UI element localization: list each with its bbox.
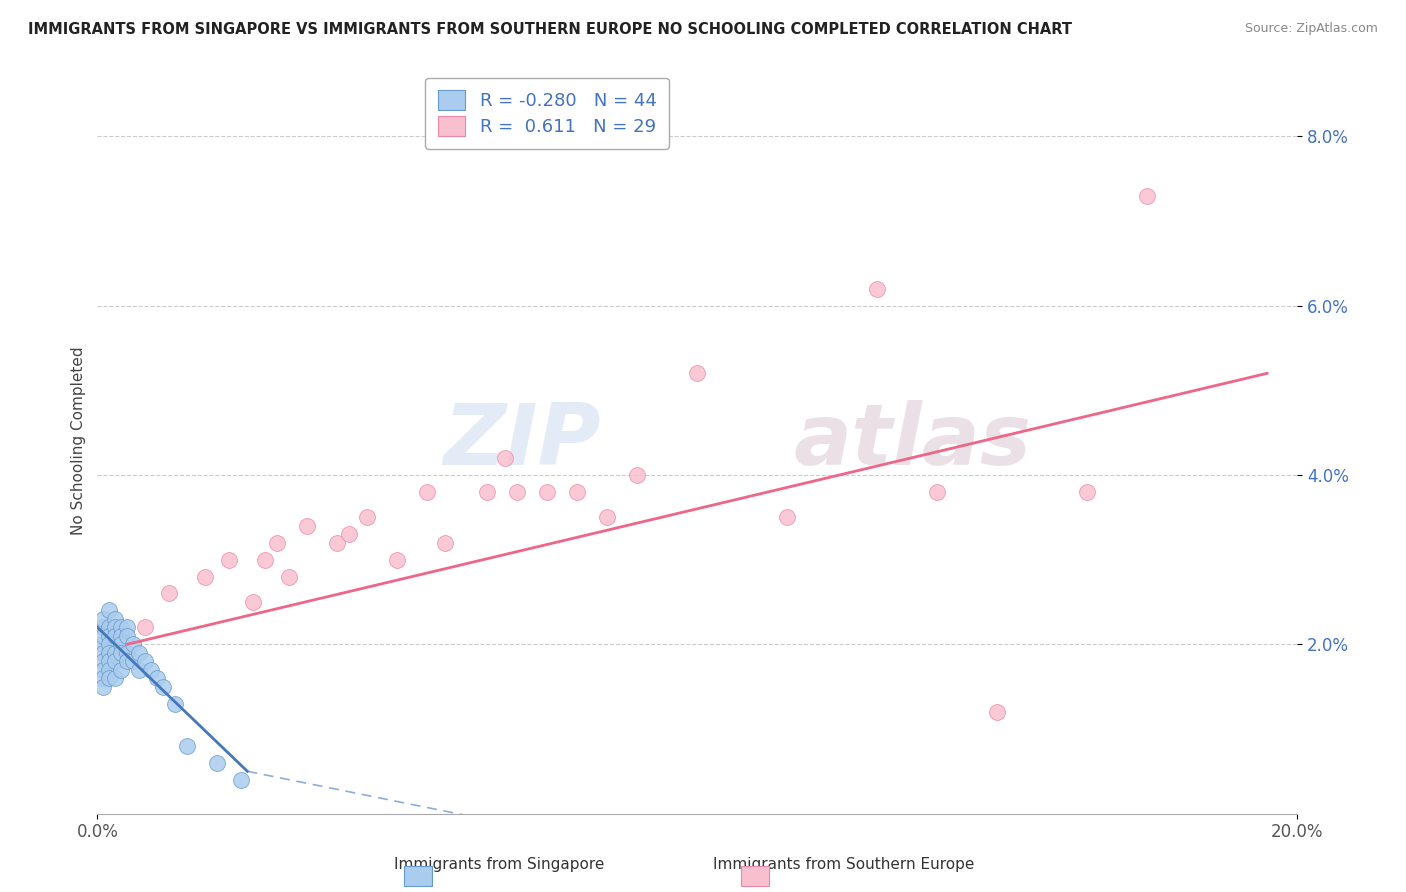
Point <box>134 654 156 668</box>
Text: ZIP: ZIP <box>444 400 602 483</box>
Point <box>93 671 115 685</box>
Point <box>866 282 889 296</box>
Point <box>128 663 150 677</box>
Point <box>93 646 115 660</box>
Point <box>117 654 139 668</box>
Point <box>207 756 229 770</box>
Text: atlas: atlas <box>793 400 1032 483</box>
Point <box>986 705 1008 719</box>
Point <box>141 663 163 677</box>
Point <box>93 654 115 668</box>
Point <box>326 535 349 549</box>
Point <box>122 654 145 668</box>
Point <box>686 367 709 381</box>
Point <box>110 663 132 677</box>
Y-axis label: No Schooling Completed: No Schooling Completed <box>72 347 86 535</box>
Point <box>104 629 127 643</box>
Text: IMMIGRANTS FROM SINGAPORE VS IMMIGRANTS FROM SOUTHERN EUROPE NO SCHOOLING COMPLE: IMMIGRANTS FROM SINGAPORE VS IMMIGRANTS … <box>28 22 1073 37</box>
Point <box>297 518 319 533</box>
Point <box>416 484 439 499</box>
Point <box>122 637 145 651</box>
Point <box>98 629 121 643</box>
Point <box>110 646 132 660</box>
Point <box>104 612 127 626</box>
Point <box>266 535 288 549</box>
Point <box>477 484 499 499</box>
Point <box>93 637 115 651</box>
Point <box>93 629 115 643</box>
Point <box>98 663 121 677</box>
Point <box>104 620 127 634</box>
Point <box>278 569 301 583</box>
Point <box>104 646 127 660</box>
Point <box>104 654 127 668</box>
Point <box>567 484 589 499</box>
Point <box>231 772 253 787</box>
Point <box>117 646 139 660</box>
Point <box>387 552 409 566</box>
Point <box>434 535 457 549</box>
Point <box>242 595 264 609</box>
Point <box>134 620 156 634</box>
Point <box>98 620 121 634</box>
Point <box>776 510 799 524</box>
Point <box>626 467 648 482</box>
Point <box>152 680 174 694</box>
Point <box>596 510 619 524</box>
Point <box>337 527 360 541</box>
Point <box>104 671 127 685</box>
Point <box>494 450 516 465</box>
Point <box>98 671 121 685</box>
Point <box>176 739 198 753</box>
Point <box>536 484 558 499</box>
Point <box>110 629 132 643</box>
Point <box>93 663 115 677</box>
Point <box>117 629 139 643</box>
Text: Immigrants from Singapore: Immigrants from Singapore <box>394 857 605 872</box>
Point <box>110 620 132 634</box>
Point <box>506 484 529 499</box>
Point <box>98 637 121 651</box>
Point <box>146 671 169 685</box>
Point <box>254 552 277 566</box>
Point <box>98 603 121 617</box>
Point <box>1136 188 1159 202</box>
Point <box>110 637 132 651</box>
Point <box>194 569 217 583</box>
Text: Source: ZipAtlas.com: Source: ZipAtlas.com <box>1244 22 1378 36</box>
Point <box>128 646 150 660</box>
Point <box>157 586 180 600</box>
Point <box>98 646 121 660</box>
Point <box>165 697 187 711</box>
Point <box>356 510 378 524</box>
Point <box>1076 484 1098 499</box>
Point <box>98 654 121 668</box>
Point <box>93 612 115 626</box>
Point <box>93 680 115 694</box>
Legend: R = -0.280   N = 44, R =  0.611   N = 29: R = -0.280 N = 44, R = 0.611 N = 29 <box>426 78 669 149</box>
Point <box>927 484 949 499</box>
Point <box>218 552 240 566</box>
Point <box>93 620 115 634</box>
Point <box>117 620 139 634</box>
Text: Immigrants from Southern Europe: Immigrants from Southern Europe <box>713 857 974 872</box>
